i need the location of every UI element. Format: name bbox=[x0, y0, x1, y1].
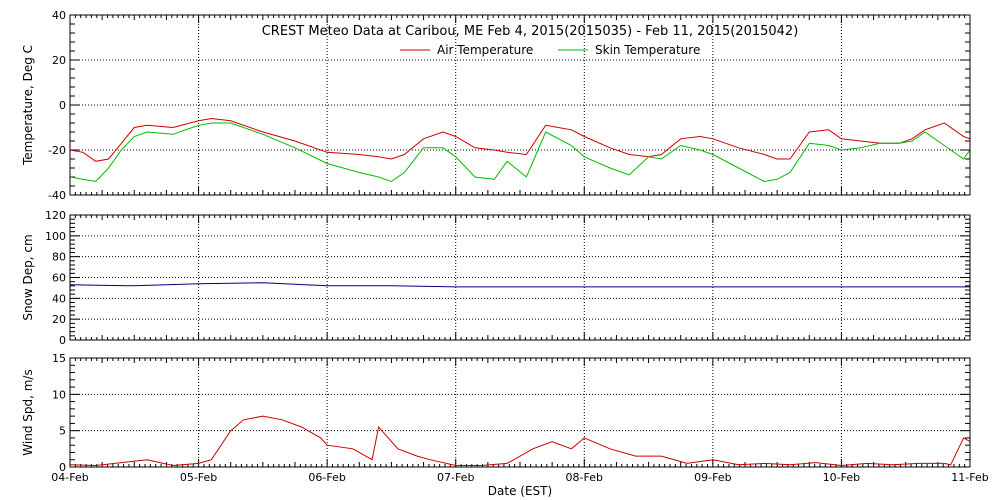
y-axis-label: Temperature, Deg C bbox=[21, 45, 35, 166]
legend-label: Skin Temperature bbox=[595, 43, 700, 57]
x-tick-label: 06-Feb bbox=[308, 471, 345, 484]
y-tick-label: 40 bbox=[52, 9, 66, 22]
x-tick-label: 11-Feb bbox=[951, 471, 988, 484]
legend-label: Air Temperature bbox=[437, 43, 533, 57]
y-tick-label: 80 bbox=[52, 251, 66, 264]
y-tick-label: 5 bbox=[59, 425, 66, 438]
legend: Air Temperature Skin Temperature bbox=[400, 43, 700, 57]
y-tick-label: 100 bbox=[45, 230, 66, 243]
plot-frame bbox=[69, 14, 971, 196]
y-tick-label: 15 bbox=[52, 352, 66, 365]
x-tick-label: 04-Feb bbox=[51, 471, 88, 484]
y-tick-label: 0 bbox=[59, 334, 66, 347]
x-axis-label: Date (EST) bbox=[488, 484, 552, 498]
y-tick-label: -20 bbox=[48, 144, 66, 157]
plot-frame bbox=[69, 357, 971, 468]
y-tick-label: 20 bbox=[52, 313, 66, 326]
panel-wind: 0 5 10 15 Wind Spd, m/s bbox=[21, 352, 971, 474]
y-axis-label: Snow Dep, cm bbox=[21, 234, 35, 320]
series-skin-temperature-line bbox=[69, 122, 971, 183]
y-tick-label: 120 bbox=[45, 209, 66, 222]
y-axis-label: Wind Spd, m/s bbox=[21, 369, 35, 455]
x-tick-label: 10-Feb bbox=[823, 471, 860, 484]
series-wind-speed-line bbox=[69, 415, 971, 467]
y-tick-label: 0 bbox=[59, 461, 66, 474]
x-tick-label: 05-Feb bbox=[180, 471, 217, 484]
y-tick-label: 60 bbox=[52, 272, 66, 285]
x-tick-label: 08-Feb bbox=[566, 471, 603, 484]
y-tick-label: 10 bbox=[52, 388, 66, 401]
series-snow-depth-line bbox=[69, 282, 970, 288]
y-tick-label: 40 bbox=[52, 292, 66, 305]
panel-snow: 0 20 40 60 80 100 120 Snow Dep, cm bbox=[21, 209, 971, 347]
series-air-temperature-line bbox=[69, 117, 971, 162]
x-tick-label: 07-Feb bbox=[437, 471, 474, 484]
chart-title: CREST Meteo Data at Caribou, ME Feb 4, 2… bbox=[262, 24, 799, 39]
x-tick-label: 09-Feb bbox=[694, 471, 731, 484]
y-tick-label: 20 bbox=[52, 54, 66, 67]
plot-frame bbox=[69, 214, 971, 341]
y-tick-label: -40 bbox=[48, 189, 66, 202]
y-tick-label: 0 bbox=[59, 99, 66, 112]
panel-temp: -40 -20 0 20 40 Temperature, Deg C Air Tempera… bbox=[21, 9, 971, 202]
